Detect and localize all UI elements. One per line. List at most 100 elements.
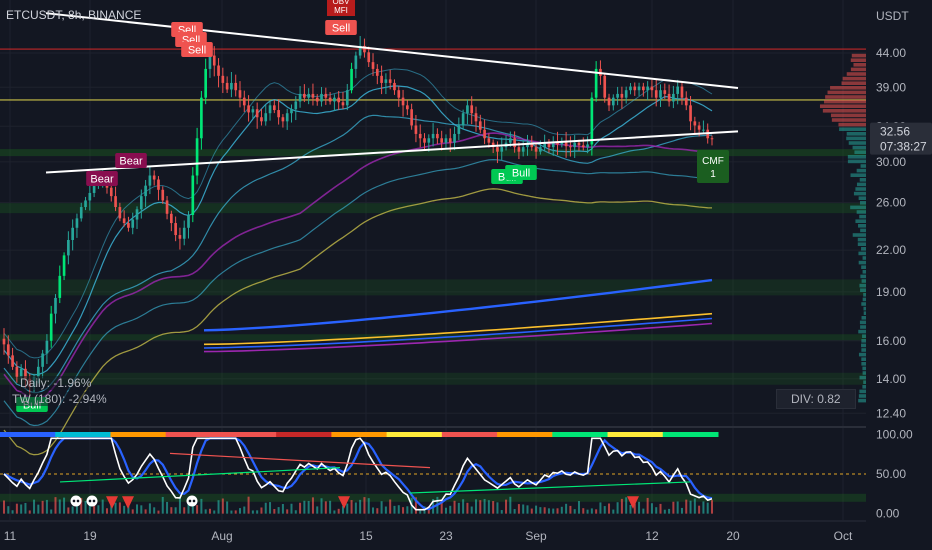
candle-body [230, 82, 233, 90]
volume-profile-bar [858, 251, 866, 256]
oscillator-volume-bar [256, 510, 259, 514]
candle-body [581, 145, 585, 148]
oscillator-volume-bar [522, 504, 525, 514]
last-price-tag-bg [870, 122, 932, 155]
volume-profile-bar [859, 201, 866, 205]
candle-body [161, 189, 165, 201]
candle-body [6, 344, 10, 356]
oscillator-volume-bar [693, 498, 696, 514]
candle-body [667, 93, 671, 102]
oscillator-volume-bar [307, 500, 310, 514]
candle-body [212, 55, 216, 66]
sell-triangle-marker [106, 496, 118, 509]
candle-body [521, 147, 525, 152]
oscillator-volume-bar [513, 509, 516, 514]
oscillator-pane [0, 432, 866, 514]
support-resistance-band [0, 279, 866, 296]
candle-body [36, 366, 40, 377]
oscillator-divergence-green [59, 467, 341, 483]
volume-profile-bar [856, 182, 866, 187]
candle-body [393, 82, 396, 91]
candle-body [333, 97, 336, 102]
volume-profile-bar [856, 210, 866, 214]
candle-body [255, 109, 259, 118]
volume-profile-bar [825, 95, 866, 99]
panda-marker [186, 495, 198, 507]
candle-body [24, 368, 27, 379]
volume-profile-bar [862, 366, 866, 371]
candle-body [496, 147, 499, 152]
div-readout: DIV: 0.82 [776, 389, 856, 409]
candle-body [341, 102, 345, 106]
candle-body [384, 79, 388, 83]
oscillator-volume-bar [655, 507, 658, 514]
oscillator-volume-bar [221, 498, 224, 514]
oscillator-volume-bar [676, 501, 679, 514]
oscillator-volume-bar [556, 508, 559, 514]
trendline-layer [45, 12, 739, 174]
oscillator-main-line [3, 437, 713, 511]
volume-profile-bar [861, 339, 866, 343]
panda-marker-eye [192, 499, 196, 503]
oscillator-volume-bar [402, 507, 405, 514]
candle-body [427, 138, 431, 143]
oscillator-volume-bar [157, 510, 160, 514]
candle-body [414, 125, 418, 134]
oscillator-volume-bar [226, 501, 229, 514]
price-tick-label: 14.00 [876, 372, 906, 386]
volume-profile-bar [842, 76, 866, 81]
ma-slow-line [3, 158, 713, 427]
oscillator-volume-bar [668, 508, 671, 514]
volume-profile-bar [863, 380, 866, 384]
oscillator-volume-bar [393, 505, 396, 514]
volume-profile-bar [858, 224, 866, 228]
oscillator-divergence-green-2 [409, 481, 691, 494]
candle-body [307, 93, 310, 98]
candle-body [182, 227, 186, 239]
cmf-tag-label: CMF [702, 156, 724, 167]
oscillator-tick-label: 50.00 [876, 467, 906, 481]
candle-body [19, 368, 23, 377]
oscillator-volume-bar [663, 509, 666, 514]
candle-body [526, 142, 529, 148]
candle-body [461, 113, 465, 126]
panda-marker-eye [72, 499, 76, 503]
candle-body [577, 142, 581, 146]
oscillator-volume-bar [54, 497, 57, 514]
candle-body [191, 175, 195, 215]
oscillator-volume-bar [303, 500, 306, 514]
time-tick-label: 23 [439, 529, 453, 543]
oscillator-volume-bar [174, 507, 177, 514]
oscillator-volume-bar [629, 505, 632, 514]
oscillator-volume-bar [646, 497, 649, 514]
candle-body [88, 192, 92, 201]
oscillator-volume-bar [37, 504, 40, 514]
volume-profile-bar [861, 279, 866, 283]
oscillator-volume-bar [191, 501, 194, 514]
candle-body [221, 75, 225, 83]
oscillator-volume-bar [200, 498, 203, 514]
volume-profile-bar [861, 265, 866, 269]
time-tick-label: 20 [726, 529, 740, 543]
candle-body [148, 175, 152, 186]
candle-body [401, 97, 405, 106]
candle-body [594, 68, 598, 98]
candle-body [328, 97, 332, 102]
oscillator-volume-bar [58, 499, 61, 514]
candle-body [62, 255, 66, 276]
time-tick-label: Oct [834, 529, 853, 543]
candle-body [200, 97, 203, 139]
candle-body [513, 138, 516, 148]
oscillator-volume-bar [93, 504, 96, 514]
oscillator-volume-bar [341, 506, 344, 514]
candle-body [165, 200, 169, 214]
grid-layer [0, 0, 932, 522]
oscillator-volume-bar [97, 505, 100, 514]
oscillator-volume-bar [595, 509, 598, 514]
ma-purple-line [3, 132, 713, 400]
symbol-name[interactable]: ETCUSDT [6, 8, 62, 22]
bar-countdown: 07:38:27 [880, 140, 927, 154]
interval-label[interactable]: 8h [68, 8, 82, 22]
oscillator-volume-bar [702, 501, 705, 514]
